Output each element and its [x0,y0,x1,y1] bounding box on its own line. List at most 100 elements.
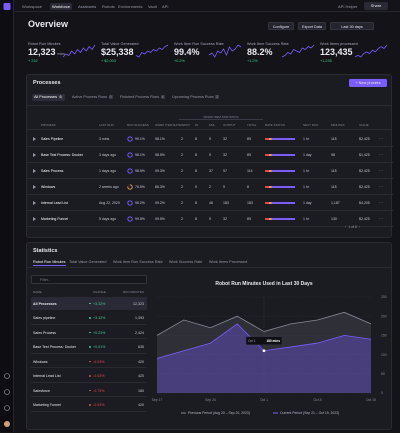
sparkline-line [354,44,388,58]
cell: $2,425 [359,168,370,173]
api-helper[interactable]: API Helper [338,3,358,9]
nav-tab[interactable]: Assistants [78,3,97,9]
statistics-tab[interactable]: Work Item Run Success Rate [113,260,163,264]
column-header: LAST RUN [99,123,114,127]
cell: 95.2% [135,200,145,205]
process-name: Marketing Funnel [41,216,69,221]
stat-minutes: 420 [138,403,144,407]
cell: $2,425 [359,216,370,221]
column-header: RUN SUCCESS [127,123,149,127]
header-button[interactable]: Configure [268,22,294,30]
statistics-row[interactable]: All Processes +3.32% 12,323 [31,297,147,310]
help-icon[interactable] [4,389,10,395]
stat-name: Internal Lead List [33,374,61,378]
stat-minutes: 635 [138,345,144,349]
cell: 46 [209,200,213,205]
column-header: TOTAL [247,123,257,127]
cell: 98.5% [155,152,165,157]
rate-status-bar [265,154,295,156]
play-icon [33,185,36,189]
process-row[interactable]: Sales Pipeline 3 mins 99.1% 98.1% 2 8 9 32 89 1 h… [27,131,393,147]
stat-change: +0.01% [93,345,106,349]
rate-status-bar [265,202,295,204]
process-tab[interactable]: Upcoming Process Runs 2 [170,94,221,101]
ring-value [127,168,133,174]
process-name: Internal Lead List [41,200,68,205]
nav-tab[interactable]: Robots [102,3,115,9]
cell: $2,425 [359,184,370,189]
page-prev[interactable]: ‹ [345,225,347,229]
settings-icon[interactable] [4,405,10,411]
home-icon[interactable] [4,373,10,379]
header-button[interactable]: Export Data [298,22,326,30]
sidebar-icons [3,3,11,427]
chart-title: Robot Run Minutes Used in Last 30 Days [215,281,312,287]
stat-change: +0.23% [93,330,106,335]
play-icon [33,153,36,157]
kpi-label: Work Item Run Success Rate [174,42,224,46]
panel-title: Statistics [33,248,58,254]
process-tab[interactable]: Active Process Runs 0 [70,94,115,101]
logo [3,3,11,10]
cell: 1 days ago [99,168,117,173]
stat-change: -0.03% [93,374,105,378]
statistics-row[interactable]: Sales Process +0.23% 2,424 [31,326,147,339]
nav-tab[interactable]: Workforce [50,2,73,10]
sparkline [208,44,242,58]
change-dot [89,360,91,363]
cell: 89 [247,136,251,141]
cell: 183 [247,200,253,205]
stat-name: Salesforce [33,388,50,393]
statistics-row[interactable]: Marketing Funnel -0.93% 420 [31,399,147,412]
avatar[interactable] [4,421,10,427]
row-actions: ··· [379,215,383,221]
statistics-tab[interactable]: Work Success Rate [169,260,203,264]
share-button[interactable]: Share [364,2,388,10]
tooltip-box [245,336,283,345]
cell: 8 [195,216,197,221]
process-row[interactable]: Internal Lead List Aug 22, 2020 95.2% 99.2%… [27,195,393,211]
process-row[interactable]: Sales Process 1 days ago 98.5% 99.3% 2 8 37 97 1… [27,163,393,179]
cell: 89 [247,216,251,221]
statistics-tab[interactable]: Robot Run Minutes [33,260,66,266]
header-divider [27,129,391,130]
play-icon [33,169,36,173]
filter-input[interactable]: Filter... [31,275,147,284]
nav-tab[interactable]: Vault [148,3,157,9]
cell: 118 [331,136,337,141]
stat-minutes: 12,323 [133,301,144,306]
process-tab[interactable]: Finished Process Runs 4 [118,94,167,101]
column-header: OUTPUT [223,123,236,127]
header-button[interactable]: Last 30 days [330,22,374,30]
run-success-ring [127,200,133,206]
process-tab[interactable]: All Processes 6 [32,94,65,101]
process-row[interactable]: Base Test Process: Docker 3 days ago 98.1%… [27,147,393,163]
column-header: RUN MINUTES [123,290,144,294]
new-process-button[interactable]: + New process [349,79,387,87]
rate-status-bar [265,138,295,140]
cell: 8 [195,136,197,141]
change-dot [89,375,91,377]
column-header: VALUE [359,123,369,127]
cell: 99.5% [135,216,145,221]
statistics-row[interactable]: Windows -0.03% 420 [31,355,147,368]
statistics-row[interactable]: Salesforce -0.73% 180 [31,384,147,397]
process-row[interactable]: Marketing Funnel 5 days ago 99.5% 99.5% 2 8 9 3… [27,211,393,227]
nav-tab[interactable]: Environments [118,3,143,9]
cell: 3 mins [99,136,110,141]
nav-tab[interactable]: Workspace [22,3,42,9]
sparkline-line [281,44,315,58]
statistics-row[interactable]: Sales pipeline +3.12% 1,393 [31,312,147,325]
page-next[interactable]: › [358,225,361,229]
nav-tab[interactable]: API [162,3,169,9]
kpi-card: Total Value Generated $25,338 + $2,003 [101,40,171,68]
statistics-row[interactable]: Internal Lead List -0.03% 420 [31,370,147,383]
statistics-tab[interactable]: Work Items Processed [209,260,248,264]
statistics-row[interactable]: Base Test Process: Docker +0.01% 635 [31,341,147,354]
cell: 8 [195,168,197,173]
y-tick-label: 50 [381,372,385,376]
cell: 98.1% [155,136,165,141]
process-row[interactable]: Windows 2 weeks ago 76.5% 86.3% 2 9 2 9 8 1 hr 118… [27,179,393,195]
tab-label: Finished Process Runs [120,95,160,99]
statistics-tab[interactable]: Total Value Generated [69,260,107,264]
